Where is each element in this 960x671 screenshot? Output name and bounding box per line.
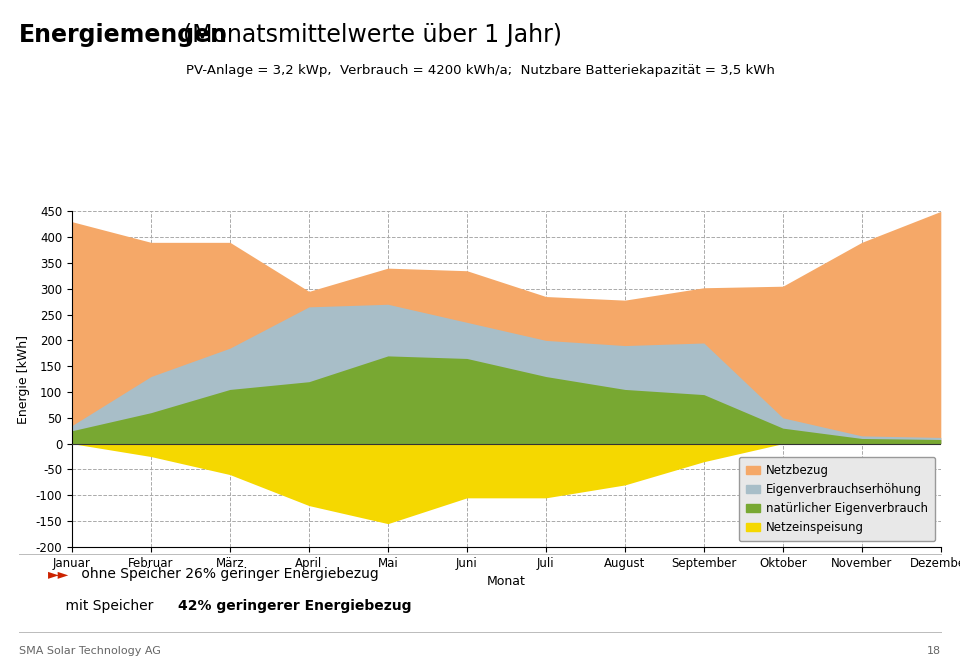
Text: ohne Speicher 26% geringer Energiebezug: ohne Speicher 26% geringer Energiebezug bbox=[77, 567, 378, 581]
Text: 18: 18 bbox=[926, 646, 941, 656]
Text: SMA Solar Technology AG: SMA Solar Technology AG bbox=[19, 646, 161, 656]
Text: PV-Anlage = 3,2 kWp,  Verbrauch = 4200 kWh/a;  Nutzbare Batteriekapazität = 3,5 : PV-Anlage = 3,2 kWp, Verbrauch = 4200 kW… bbox=[185, 64, 775, 76]
X-axis label: Monat: Monat bbox=[487, 575, 526, 588]
Text: 42% geringerer Energiebezug: 42% geringerer Energiebezug bbox=[178, 599, 411, 613]
Text: (Monatsmittelwerte über 1 Jahr): (Monatsmittelwerte über 1 Jahr) bbox=[168, 23, 562, 48]
Text: mit Speicher: mit Speicher bbox=[48, 599, 162, 613]
Text: ►►: ►► bbox=[48, 567, 69, 581]
Y-axis label: Energie [kWh]: Energie [kWh] bbox=[17, 335, 30, 423]
Legend: Netzbezug, Eigenverbrauchserhöhung, natürlicher Eigenverbrauch, Netzeinspeisung: Netzbezug, Eigenverbrauchserhöhung, natü… bbox=[738, 457, 935, 541]
Text: Energiemengen: Energiemengen bbox=[19, 23, 228, 48]
